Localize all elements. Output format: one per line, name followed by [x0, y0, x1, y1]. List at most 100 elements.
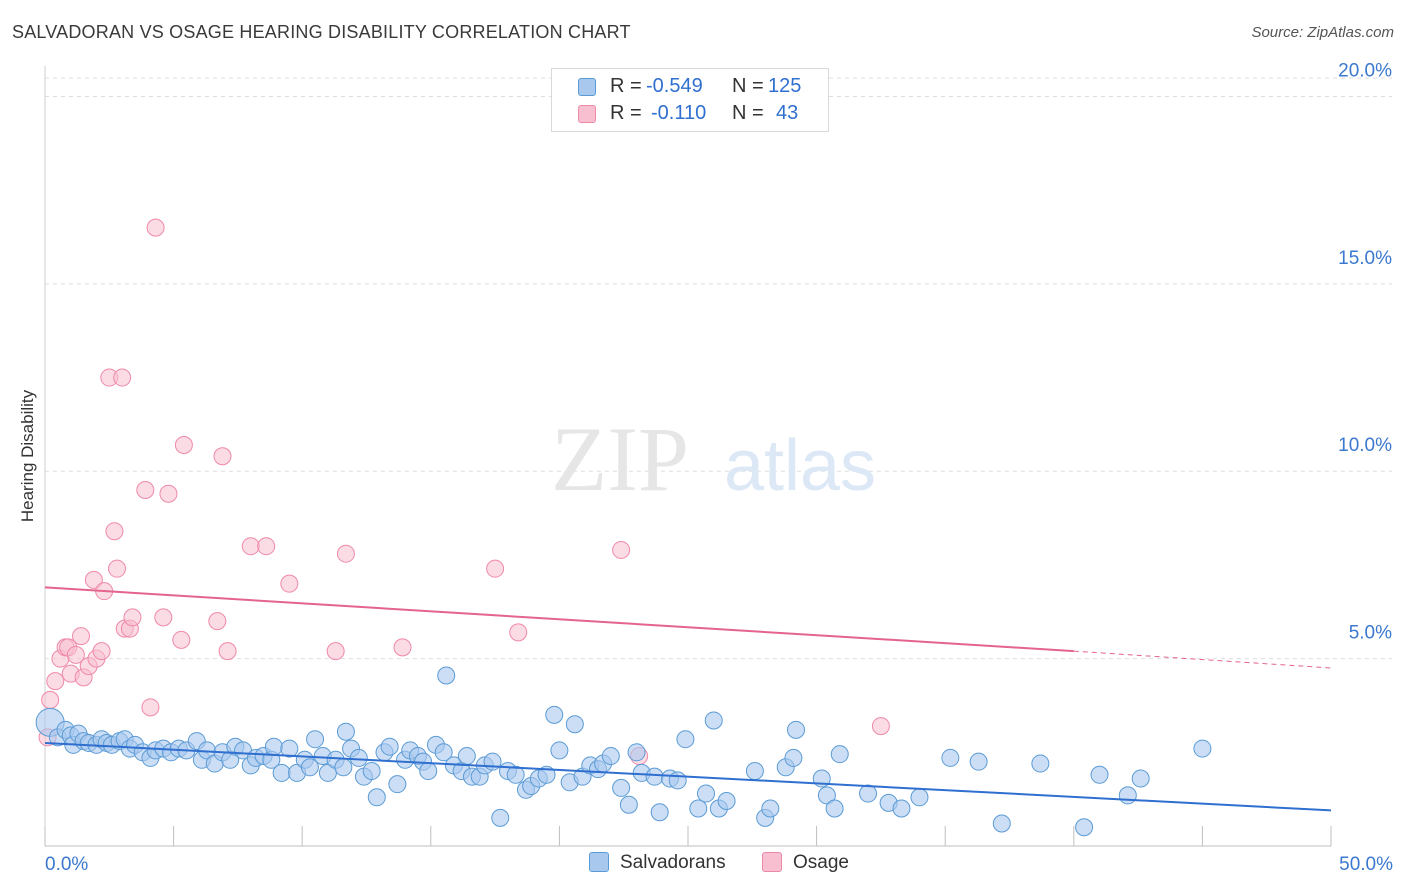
trend-lines	[44, 586, 1332, 812]
salvadoran-point	[1131, 769, 1150, 788]
salvadoran-point	[969, 752, 988, 771]
y-tick-label: 10.0%	[1338, 435, 1392, 456]
osage-point	[146, 218, 165, 237]
salvadoran-point	[380, 737, 399, 756]
osage-point	[280, 574, 299, 593]
tick-labels: 5.0% 10.0% 15.0% 20.0% 0.0% 50.0%	[45, 60, 1393, 875]
osage-point	[241, 537, 260, 556]
salvadoran-point	[545, 705, 564, 724]
salvadoran-point	[668, 771, 687, 790]
osage-point	[41, 690, 60, 709]
x-tick-label-min: 0.0%	[45, 854, 88, 875]
legend-n-value-salvadorans: 125	[768, 75, 802, 97]
salvadoran-point	[1118, 786, 1137, 805]
osage-trend-extension	[1073, 650, 1332, 669]
osage-point	[141, 698, 160, 717]
legend-r-label: R =	[610, 75, 642, 97]
salvadoran-point	[491, 808, 510, 827]
osage-point	[257, 537, 276, 556]
osage-point	[871, 717, 890, 736]
salvadoran-point	[419, 762, 438, 781]
salvadoran-point	[1031, 754, 1050, 773]
osage-point	[154, 608, 173, 627]
salvadoran-point	[1075, 818, 1094, 837]
legend-r-value-osage: -0.110	[651, 102, 707, 124]
salvadoran-point	[627, 743, 646, 762]
osage-point	[393, 638, 412, 657]
legend-label-osage: Osage	[793, 852, 849, 873]
y-tick-label: 5.0%	[1349, 623, 1392, 644]
salvadoran-point	[892, 799, 911, 818]
osage-point	[92, 642, 111, 661]
salvadoran-point	[745, 762, 764, 781]
osage-point	[208, 612, 227, 631]
watermark-zip: ZIP	[551, 408, 689, 510]
salvadoran-point	[264, 737, 283, 756]
osage-point	[84, 570, 103, 589]
watermark-atlas: atlas	[724, 426, 876, 506]
legend-swatch-salvadorans-bottom	[589, 852, 609, 872]
salvadoran-point	[910, 788, 929, 807]
osage-point	[113, 368, 132, 387]
osage-point	[509, 623, 528, 642]
salvadoran-point	[761, 799, 780, 818]
salvadoran-point	[830, 745, 849, 764]
chart-title: SALVADORAN VS OSAGE HEARING DISABILITY C…	[12, 22, 631, 42]
osage-point	[108, 559, 127, 578]
salvadoran-point	[717, 792, 736, 811]
legend-swatch-osage-bottom	[762, 852, 782, 872]
salvadoran-point	[619, 795, 638, 814]
salvadoran-point	[272, 763, 291, 782]
legend-swatch-osage	[578, 105, 596, 123]
osage-point	[174, 436, 193, 455]
salvadoran-trend-line	[44, 741, 1332, 812]
correlation-legend: R = -0.549 N = 125 R = -0.110 N = 43	[551, 68, 829, 132]
osage-point	[213, 447, 232, 466]
salvadoran-point	[787, 720, 806, 739]
salvadoran-point	[784, 748, 803, 767]
osage-point	[336, 544, 355, 563]
salvadoran-point	[601, 747, 620, 766]
osage-point	[123, 608, 142, 627]
y-axis-label: Hearing Disability	[18, 389, 37, 522]
salvadoran-point	[645, 767, 664, 786]
y-tick-label: 20.0%	[1338, 60, 1392, 81]
salvadoran-point	[704, 711, 723, 730]
salvadoran-point	[506, 765, 525, 784]
legend-n-label: N =	[732, 102, 764, 124]
salvadoran-point	[437, 666, 456, 685]
osage-point	[72, 627, 91, 646]
osage-point	[172, 630, 191, 649]
salvadoran-point	[825, 799, 844, 818]
salvadoran-point	[992, 814, 1011, 833]
salvadoran-point	[367, 788, 386, 807]
salvadoran-point	[676, 730, 695, 749]
legend-n-value-osage: 43	[776, 102, 799, 124]
legend-swatch-salvadorans	[578, 78, 596, 96]
salvadoran-point	[550, 741, 569, 760]
salvadoran-point	[1193, 739, 1212, 758]
osage-point	[66, 645, 85, 664]
salvadoran-point	[537, 765, 556, 784]
salvadoran-point	[650, 803, 669, 822]
salvadoran-point	[349, 748, 368, 767]
watermark: ZIP atlas	[551, 408, 876, 510]
osage-point	[486, 559, 505, 578]
osage-point	[218, 642, 237, 661]
salvadoran-point	[336, 722, 355, 741]
salvadoran-point	[1090, 765, 1109, 784]
salvadoran-point	[689, 799, 708, 818]
salvadoran-point	[388, 775, 407, 794]
osage-point	[136, 480, 155, 499]
osage-point	[612, 540, 631, 559]
legend-r-value-salvadorans: -0.549	[646, 75, 703, 97]
salvadoran-point	[941, 748, 960, 767]
legend-row-osage: R = -0.110 N = 43	[552, 101, 828, 127]
source-label: Source: ZipAtlas.com	[1251, 24, 1394, 41]
salvadoran-point	[362, 762, 381, 781]
osage-point	[46, 672, 65, 691]
y-tick-label: 15.0%	[1338, 248, 1392, 269]
osage-point	[159, 484, 178, 503]
salvadoran-point	[457, 747, 476, 766]
